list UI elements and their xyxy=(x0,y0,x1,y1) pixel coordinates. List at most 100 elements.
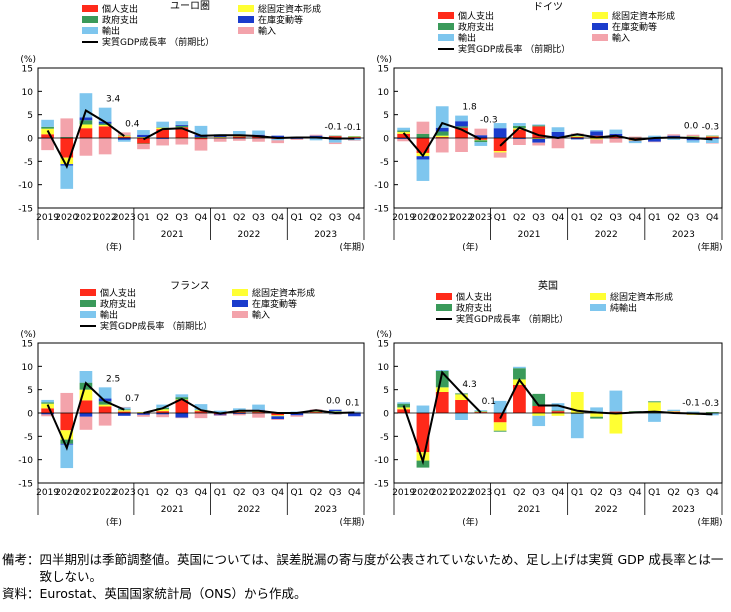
x-tick-label: Q4 xyxy=(348,488,361,498)
data-label: 0.1 xyxy=(482,397,496,407)
bar-segment xyxy=(348,138,361,139)
bar-segment xyxy=(455,126,468,128)
data-label: 0.7 xyxy=(125,394,139,404)
legend-label: 個人支出 xyxy=(458,10,494,22)
legend-label: 輸入 xyxy=(612,32,630,44)
bar-segment xyxy=(416,159,430,181)
gdp-line-annual xyxy=(46,381,125,451)
y-tick-label: 0 xyxy=(27,135,33,145)
legend-label: 総固定資本形成 xyxy=(610,291,673,303)
bar-segment xyxy=(271,419,285,420)
bar-segment xyxy=(474,128,488,136)
y-tick-label: -5 xyxy=(24,433,33,443)
x-tick-label: Q3 xyxy=(687,488,700,498)
bar-segment xyxy=(551,138,565,149)
data-label: 1.8 xyxy=(462,103,477,113)
bar-segment xyxy=(648,141,661,143)
bar-segment xyxy=(156,409,169,412)
bar-segment xyxy=(117,407,131,410)
legend-swatch xyxy=(238,16,254,23)
x-axis-unit-annual: (年) xyxy=(462,516,478,528)
data-label: -0.1 xyxy=(344,123,362,133)
bar-segment xyxy=(271,416,285,420)
bar-segment xyxy=(609,129,623,134)
bar-segment xyxy=(60,443,74,445)
bar-segment xyxy=(686,134,700,137)
bar-segment xyxy=(98,398,112,402)
bar-segment xyxy=(271,415,285,417)
bar-segment xyxy=(328,409,342,412)
bar-segment xyxy=(397,130,411,132)
bar-segment xyxy=(233,411,246,413)
legend-swatch xyxy=(80,300,96,307)
x-year-label: 2023 xyxy=(314,505,337,515)
x-year-label: 2022 xyxy=(595,230,618,240)
bar-segment xyxy=(590,131,603,136)
bar-segment xyxy=(532,138,546,139)
y-tick-label: 10 xyxy=(378,88,390,98)
bar-segment xyxy=(455,127,468,138)
bar-segment xyxy=(348,136,361,138)
legend-label: 総固定資本形成 xyxy=(258,3,321,15)
bar-segment xyxy=(686,140,700,143)
bar-segment xyxy=(705,143,719,144)
x-tick-label: Q2 xyxy=(667,488,680,498)
bar-segment xyxy=(513,129,526,138)
x-axis-unit-annual: (年) xyxy=(106,241,122,253)
bar-segment xyxy=(686,136,700,137)
bar-segment xyxy=(233,412,246,413)
bar-segment xyxy=(328,414,342,415)
bar-segment xyxy=(213,415,227,416)
bar-segment xyxy=(60,157,74,165)
legend-swatch xyxy=(232,289,248,296)
bar-segment xyxy=(175,125,189,128)
bar-segment xyxy=(705,412,719,413)
x-tick-label: Q4 xyxy=(271,213,284,223)
data-label: -0.1 xyxy=(682,399,700,409)
x-tick-label: 2021 xyxy=(431,488,454,498)
bar-segment xyxy=(551,131,565,138)
bar-segment xyxy=(348,140,361,141)
y-tick-label: -10 xyxy=(374,456,389,466)
bar-segment xyxy=(328,411,342,412)
bar-segment xyxy=(233,413,246,416)
bar-segment xyxy=(628,411,642,412)
x-tick-label: 2023 xyxy=(469,488,492,498)
bar-segment xyxy=(213,410,227,413)
legend-label: 在庫変動等 xyxy=(258,14,303,26)
bar-segment xyxy=(686,414,700,415)
bar-segment xyxy=(98,107,112,122)
bar-segment xyxy=(309,412,323,413)
x-tick-label: 2019 xyxy=(392,488,415,498)
bar-segment xyxy=(98,406,112,413)
legend-label: 在庫変動等 xyxy=(612,21,657,33)
notes: 備考： 四半期別は季節調整値。英国については、誤差脱漏の寄与度が公表されていない… xyxy=(2,551,729,602)
note-source-label: 資料： xyxy=(2,586,40,601)
legend-label: 輸出 xyxy=(100,309,118,321)
legend-swatch xyxy=(592,23,608,30)
bar-segment xyxy=(98,404,112,407)
x-tick-label: 2021 xyxy=(431,213,454,223)
bar-segment xyxy=(252,130,265,135)
bar-segment xyxy=(435,127,449,132)
x-year-label: 2021 xyxy=(518,230,541,240)
bar-segment xyxy=(60,137,74,138)
bar-segment xyxy=(328,411,342,413)
bar-segment xyxy=(271,413,285,416)
bar-segment xyxy=(493,152,507,158)
bar-segment xyxy=(435,387,449,392)
bar-segment xyxy=(41,402,54,404)
legend-swatch xyxy=(438,23,454,30)
data-label: 3.4 xyxy=(106,95,121,105)
bar-segment xyxy=(532,124,546,126)
gdp-line-quarterly xyxy=(499,126,713,147)
x-tick-label: Q1 xyxy=(648,213,661,223)
legend-swatch xyxy=(438,12,454,19)
x-tick-label: 2021 xyxy=(74,488,97,498)
legend-swatch xyxy=(238,27,254,34)
y-tick-label: 15 xyxy=(378,65,389,75)
bar-segment xyxy=(590,139,603,144)
bar-segment xyxy=(532,125,546,127)
bar-segment xyxy=(416,156,430,160)
x-tick-label: Q1 xyxy=(290,213,303,223)
